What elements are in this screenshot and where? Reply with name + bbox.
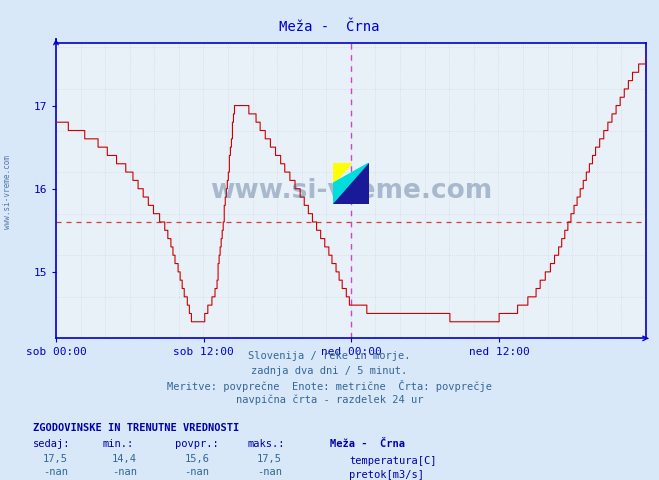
Text: ZGODOVINSKE IN TRENUTNE VREDNOSTI: ZGODOVINSKE IN TRENUTNE VREDNOSTI — [33, 423, 239, 433]
Text: Meža -  Črna: Meža - Črna — [279, 20, 380, 34]
Text: -nan: -nan — [112, 467, 137, 477]
Text: Meža -  Črna: Meža - Črna — [330, 439, 405, 449]
Text: Slovenija / reke in morje.: Slovenija / reke in morje. — [248, 351, 411, 361]
Text: 15,6: 15,6 — [185, 454, 210, 464]
Text: -nan: -nan — [257, 467, 282, 477]
Text: maks.:: maks.: — [247, 439, 285, 449]
Text: temperatura[C]: temperatura[C] — [349, 456, 437, 467]
Text: -nan: -nan — [185, 467, 210, 477]
Text: www.si-vreme.com: www.si-vreme.com — [210, 178, 492, 204]
Text: Meritve: povprečne  Enote: metrične  Črta: povprečje: Meritve: povprečne Enote: metrične Črta:… — [167, 380, 492, 392]
Text: min.:: min.: — [102, 439, 133, 449]
Text: 17,5: 17,5 — [257, 454, 282, 464]
Text: zadnja dva dni / 5 minut.: zadnja dva dni / 5 minut. — [251, 366, 408, 376]
Polygon shape — [333, 163, 351, 183]
Text: 14,4: 14,4 — [112, 454, 137, 464]
Text: 17,5: 17,5 — [43, 454, 68, 464]
Text: pretok[m3/s]: pretok[m3/s] — [349, 470, 424, 480]
Text: sedaj:: sedaj: — [33, 439, 71, 449]
Text: www.si-vreme.com: www.si-vreme.com — [3, 155, 13, 229]
Polygon shape — [333, 163, 369, 204]
Text: povpr.:: povpr.: — [175, 439, 218, 449]
Polygon shape — [333, 163, 369, 204]
Text: navpična črta - razdelek 24 ur: navpična črta - razdelek 24 ur — [236, 395, 423, 405]
Text: -nan: -nan — [43, 467, 68, 477]
